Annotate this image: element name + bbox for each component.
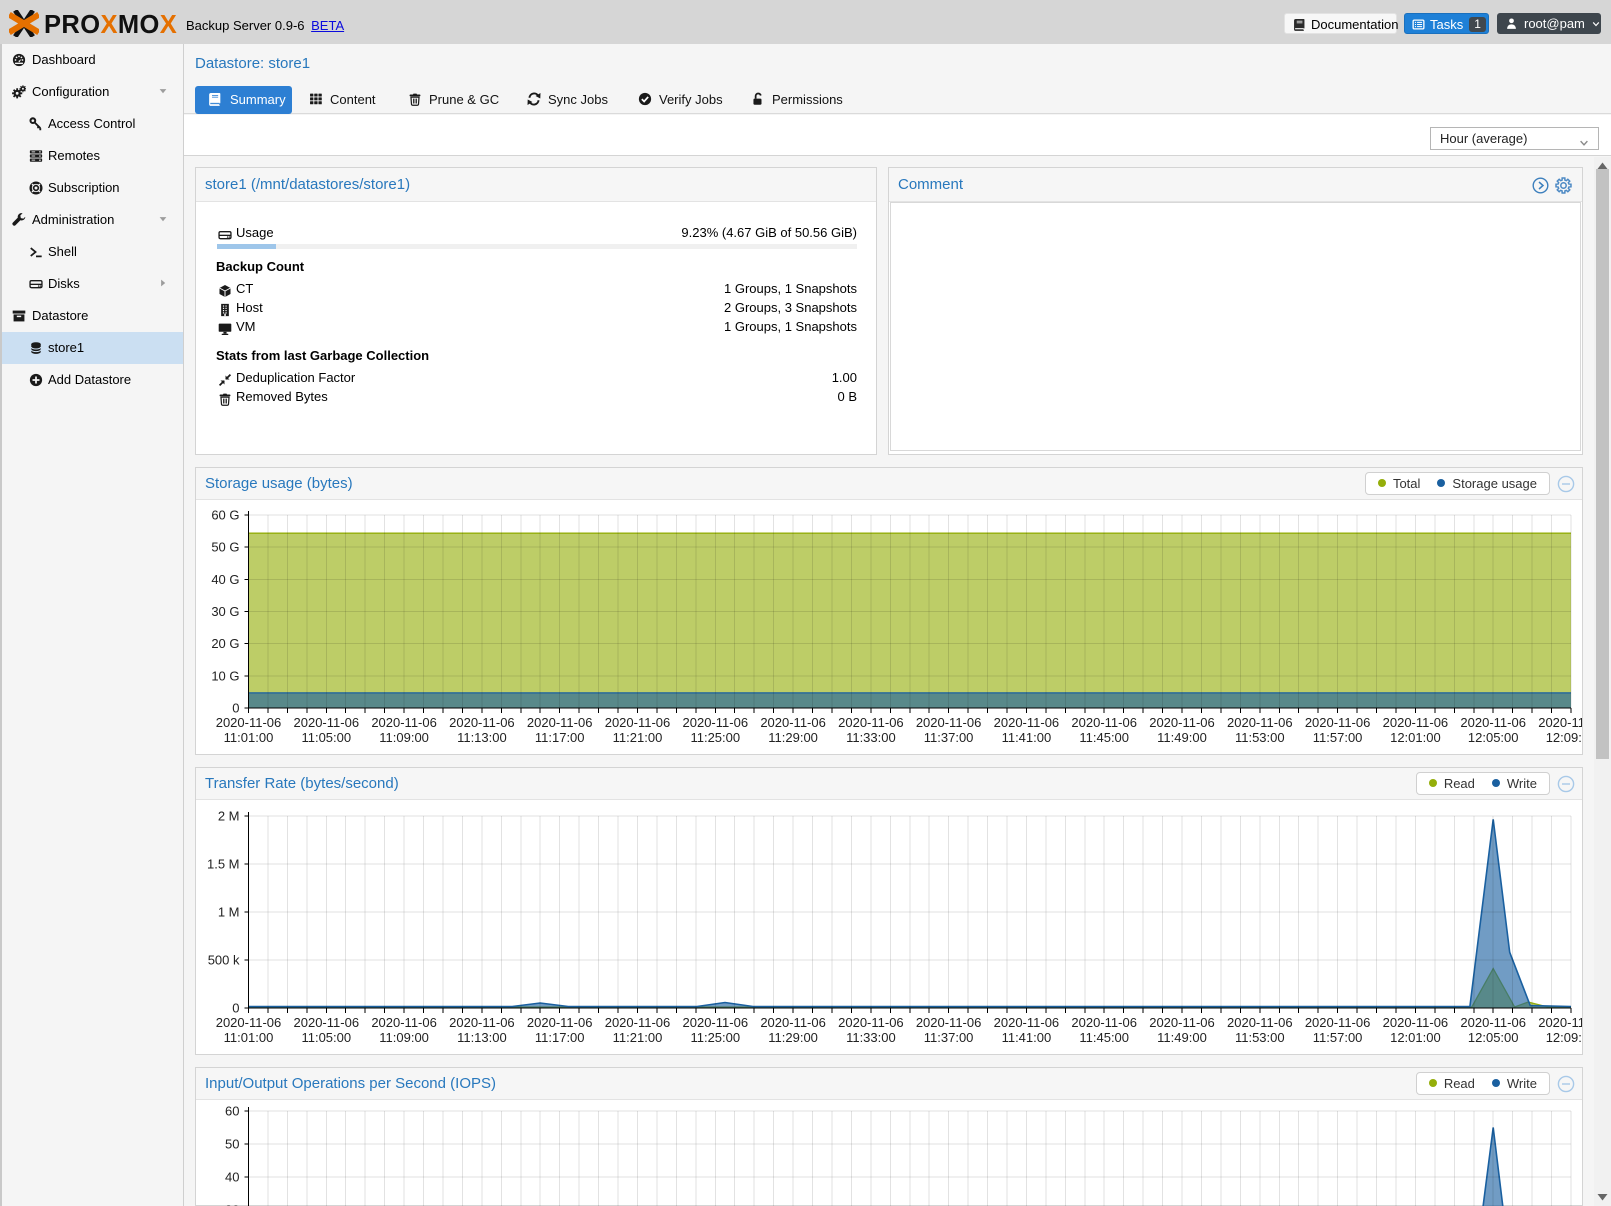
svg-text:2020-11-06: 2020-11-06 [216, 715, 282, 730]
svg-text:11:53:00: 11:53:00 [1235, 730, 1285, 745]
svg-text:11:37:00: 11:37:00 [924, 1030, 974, 1045]
svg-text:11:05:00: 11:05:00 [301, 1030, 351, 1045]
svg-text:2020-11-06: 2020-11-06 [683, 715, 749, 730]
svg-text:1.5 M: 1.5 M [207, 857, 240, 872]
svg-text:11:09:00: 11:09:00 [379, 730, 429, 745]
svg-text:12:05:00: 12:05:00 [1468, 730, 1519, 745]
svg-text:2020-11-06: 2020-11-06 [527, 1015, 593, 1030]
svg-text:2020-11-06: 2020-11-06 [916, 715, 982, 730]
svg-text:2020-11-06: 2020-11-06 [994, 1015, 1060, 1030]
svg-text:2020-11-06: 2020-11-06 [1383, 1015, 1449, 1030]
svg-text:2020-11-06: 2020-11-06 [760, 1015, 826, 1030]
svg-text:11:57:00: 11:57:00 [1313, 730, 1363, 745]
svg-text:2020-11-06: 2020-11-06 [216, 1015, 282, 1030]
svg-text:2020-11-06: 2020-11-06 [838, 1015, 904, 1030]
svg-text:2020-11-06: 2020-11-06 [449, 715, 515, 730]
svg-text:11:05:00: 11:05:00 [301, 730, 351, 745]
svg-text:11:53:00: 11:53:00 [1235, 1030, 1285, 1045]
svg-text:2020-11-06: 2020-11-06 [1071, 1015, 1137, 1030]
svg-text:2020-11-06: 2020-11-06 [294, 1015, 360, 1030]
svg-text:30: 30 [225, 1203, 239, 1206]
svg-text:2020-11-06: 2020-11-06 [1227, 1015, 1293, 1030]
svg-text:2020-11-06: 2020-11-06 [605, 1015, 671, 1030]
svg-text:11:41:00: 11:41:00 [1002, 730, 1052, 745]
svg-text:11:49:00: 11:49:00 [1157, 1030, 1207, 1045]
svg-text:30 G: 30 G [211, 604, 239, 619]
svg-text:40: 40 [225, 1170, 239, 1185]
svg-text:2020-11-06: 2020-11-06 [1149, 715, 1215, 730]
svg-text:40 G: 40 G [211, 572, 239, 587]
svg-text:2020-11-06: 2020-11-06 [1227, 715, 1293, 730]
svg-text:2020-11-06: 2020-11-06 [1383, 715, 1449, 730]
svg-text:2020-11-06: 2020-11-06 [1538, 1015, 1582, 1030]
svg-text:2020-11-06: 2020-11-06 [1071, 715, 1137, 730]
svg-text:0: 0 [232, 701, 239, 716]
svg-text:11:33:00: 11:33:00 [846, 730, 896, 745]
svg-text:11:41:00: 11:41:00 [1002, 1030, 1052, 1045]
svg-text:2020-11-06: 2020-11-06 [371, 1015, 437, 1030]
svg-text:11:01:00: 11:01:00 [224, 730, 274, 745]
svg-text:12:09:00: 12:09:00 [1546, 730, 1582, 745]
svg-text:11:09:00: 11:09:00 [379, 1030, 429, 1045]
svg-text:11:25:00: 11:25:00 [690, 730, 740, 745]
svg-text:2020-11-06: 2020-11-06 [838, 715, 904, 730]
svg-text:12:01:00: 12:01:00 [1390, 730, 1441, 745]
svg-text:20 G: 20 G [211, 636, 239, 651]
svg-text:2020-11-06: 2020-11-06 [1305, 1015, 1371, 1030]
svg-text:11:17:00: 11:17:00 [535, 730, 585, 745]
svg-text:2020-11-06: 2020-11-06 [1460, 715, 1526, 730]
svg-text:11:33:00: 11:33:00 [846, 1030, 896, 1045]
svg-text:2020-11-06: 2020-11-06 [1538, 715, 1582, 730]
svg-text:2020-11-06: 2020-11-06 [760, 715, 826, 730]
svg-text:11:37:00: 11:37:00 [924, 730, 974, 745]
svg-text:2020-11-06: 2020-11-06 [605, 715, 671, 730]
svg-text:50 G: 50 G [211, 540, 239, 555]
svg-text:0: 0 [232, 1001, 239, 1016]
svg-text:11:13:00: 11:13:00 [457, 730, 507, 745]
svg-text:2020-11-06: 2020-11-06 [371, 715, 437, 730]
svg-text:11:13:00: 11:13:00 [457, 1030, 507, 1045]
svg-text:11:45:00: 11:45:00 [1079, 730, 1129, 745]
svg-text:2020-11-06: 2020-11-06 [1149, 1015, 1215, 1030]
svg-text:2 M: 2 M [218, 809, 240, 824]
svg-text:60 G: 60 G [211, 508, 239, 523]
svg-text:11:21:00: 11:21:00 [613, 730, 663, 745]
svg-text:11:17:00: 11:17:00 [535, 1030, 585, 1045]
svg-text:11:25:00: 11:25:00 [690, 1030, 740, 1045]
svg-text:2020-11-06: 2020-11-06 [1305, 715, 1371, 730]
svg-text:1 M: 1 M [218, 905, 240, 920]
svg-text:60: 60 [225, 1104, 239, 1119]
svg-text:11:21:00: 11:21:00 [613, 1030, 663, 1045]
svg-text:2020-11-06: 2020-11-06 [994, 715, 1060, 730]
svg-text:11:45:00: 11:45:00 [1079, 1030, 1129, 1045]
svg-text:10 G: 10 G [211, 668, 239, 683]
svg-text:2020-11-06: 2020-11-06 [527, 715, 593, 730]
svg-text:11:01:00: 11:01:00 [224, 1030, 274, 1045]
svg-text:2020-11-06: 2020-11-06 [916, 1015, 982, 1030]
svg-text:500 k: 500 k [208, 953, 240, 968]
svg-text:2020-11-06: 2020-11-06 [449, 1015, 515, 1030]
svg-text:2020-11-06: 2020-11-06 [683, 1015, 749, 1030]
svg-text:12:05:00: 12:05:00 [1468, 1030, 1519, 1045]
svg-text:11:29:00: 11:29:00 [768, 730, 818, 745]
svg-text:2020-11-06: 2020-11-06 [294, 715, 360, 730]
svg-text:12:01:00: 12:01:00 [1390, 1030, 1441, 1045]
svg-text:11:57:00: 11:57:00 [1313, 1030, 1363, 1045]
svg-text:11:49:00: 11:49:00 [1157, 730, 1207, 745]
svg-text:11:29:00: 11:29:00 [768, 1030, 818, 1045]
svg-text:2020-11-06: 2020-11-06 [1460, 1015, 1526, 1030]
svg-text:50: 50 [225, 1137, 239, 1152]
svg-text:12:09:00: 12:09:00 [1546, 1030, 1582, 1045]
